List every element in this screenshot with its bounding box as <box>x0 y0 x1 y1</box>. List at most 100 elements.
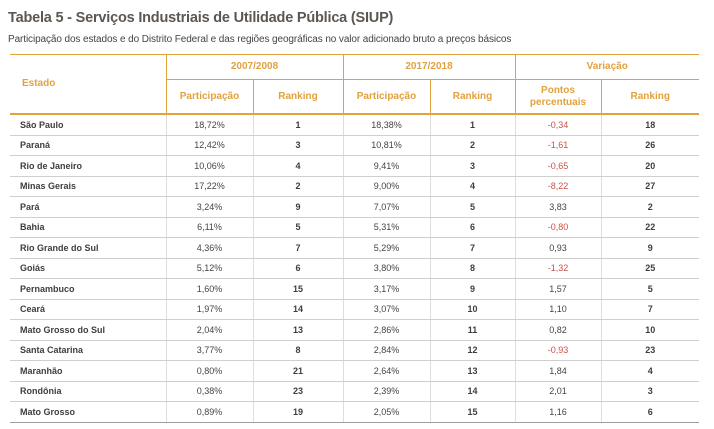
cell-estado: Rio de Janeiro <box>10 155 166 177</box>
cell-rank-2007: 7 <box>252 237 343 259</box>
cell-estado: Pará <box>10 196 166 218</box>
cell-rank-2017: 9 <box>429 278 515 300</box>
cell-part-2007: 6,11% <box>165 217 253 238</box>
column-header-ranking-2017: Ranking <box>429 79 516 115</box>
siup-table: Estado 2007/2008 2017/2018 Variação Part… <box>10 54 699 423</box>
table-row: Goiás 5,12% 6 3,80% 8 -1,32 25 <box>10 258 699 279</box>
cell-rank-2017: 1 <box>429 114 515 136</box>
cell-part-2017: 7,07% <box>342 196 430 218</box>
cell-rank-2017: 6 <box>429 217 515 238</box>
cell-rank-2017: 4 <box>429 176 515 197</box>
cell-rank-var: 9 <box>600 237 699 259</box>
cell-rank-var: 3 <box>600 381 699 402</box>
cell-rank-var: 25 <box>600 258 699 279</box>
cell-estado: Mato Grosso <box>10 401 166 423</box>
cell-rank-2017: 3 <box>429 155 515 177</box>
cell-rank-var: 4 <box>600 360 699 382</box>
table-header: Estado 2007/2008 2017/2018 Variação Part… <box>10 54 699 115</box>
cell-part-2017: 5,29% <box>342 237 430 259</box>
cell-rank-2017: 7 <box>429 237 515 259</box>
cell-rank-2007: 13 <box>252 319 343 341</box>
cell-pontos: -1,61 <box>514 135 601 156</box>
column-header-ranking-variacao: Ranking <box>600 79 699 115</box>
column-header-participacao-2007: Participação <box>165 79 254 115</box>
table-row: Pernambuco 1,60% 15 3,17% 9 1,57 5 <box>10 278 699 300</box>
table-row: Ceará 1,97% 14 3,07% 10 1,10 7 <box>10 299 699 320</box>
cell-estado: Mato Grosso do Sul <box>10 319 166 341</box>
cell-rank-2017: 11 <box>429 319 515 341</box>
cell-part-2007: 3,24% <box>165 196 253 218</box>
cell-part-2017: 10,81% <box>342 135 430 156</box>
cell-rank-2017: 2 <box>429 135 515 156</box>
column-header-estado: Estado <box>10 54 167 115</box>
cell-rank-2007: 14 <box>252 299 343 320</box>
cell-pontos: 0,82 <box>514 319 601 341</box>
cell-pontos: 1,16 <box>514 401 601 423</box>
table-row: Rondônia 0,38% 23 2,39% 14 2,01 3 <box>10 381 699 402</box>
cell-part-2007: 1,60% <box>165 278 253 300</box>
table-row: Bahia 6,11% 5 5,31% 6 -0,80 22 <box>10 217 699 238</box>
cell-part-2007: 1,97% <box>165 299 253 320</box>
cell-estado: Ceará <box>10 299 166 320</box>
cell-estado: Paraná <box>10 135 166 156</box>
cell-pontos: 1,57 <box>514 278 601 300</box>
cell-part-2007: 17,22% <box>165 176 253 197</box>
cell-part-2017: 2,84% <box>342 340 430 361</box>
cell-part-2017: 2,39% <box>342 381 430 402</box>
cell-part-2017: 2,05% <box>342 401 430 423</box>
column-group-variacao: Variação <box>514 54 699 80</box>
cell-part-2017: 3,07% <box>342 299 430 320</box>
column-header-pontos-percentuais: Pontos percentuais <box>514 79 602 115</box>
column-group-2007-2008: 2007/2008 <box>165 54 344 80</box>
cell-rank-2007: 5 <box>252 217 343 238</box>
cell-rank-2007: 19 <box>252 401 343 423</box>
cell-rank-2007: 4 <box>252 155 343 177</box>
header-sub-row: Participação Ranking Participação Rankin… <box>10 79 699 115</box>
table-row: Paraná 12,42% 3 10,81% 2 -1,61 26 <box>10 135 699 156</box>
cell-pontos: -0,34 <box>514 114 601 136</box>
cell-rank-2007: 3 <box>252 135 343 156</box>
cell-estado: Bahia <box>10 217 166 238</box>
cell-pontos: -0,80 <box>514 217 601 238</box>
cell-pontos: -8,22 <box>514 176 601 197</box>
table-title: Tabela 5 - Serviços Industriais de Utili… <box>8 10 394 26</box>
cell-rank-2007: 8 <box>252 340 343 361</box>
table-row: Rio de Janeiro 10,06% 4 9,41% 3 -0,65 20 <box>10 155 699 177</box>
cell-part-2017: 18,38% <box>342 114 430 136</box>
cell-pontos: 0,93 <box>514 237 601 259</box>
cell-part-2007: 0,80% <box>165 360 253 382</box>
cell-rank-var: 27 <box>600 176 699 197</box>
cell-rank-var: 6 <box>600 401 699 423</box>
table-body: São Paulo 18,72% 1 18,38% 1 -0,34 18 Paraná 12,4… <box>10 114 699 423</box>
cell-part-2017: 3,80% <box>342 258 430 279</box>
cell-part-2017: 2,86% <box>342 319 430 341</box>
cell-part-2007: 10,06% <box>165 155 253 177</box>
cell-part-2007: 18,72% <box>165 114 253 136</box>
cell-estado: Pernambuco <box>10 278 166 300</box>
cell-estado: Santa Catarina <box>10 340 166 361</box>
cell-pontos: -0,93 <box>514 340 601 361</box>
cell-rank-var: 23 <box>600 340 699 361</box>
cell-pontos: 3,83 <box>514 196 601 218</box>
cell-part-2017: 5,31% <box>342 217 430 238</box>
cell-pontos: -0,65 <box>514 155 601 177</box>
cell-rank-2007: 1 <box>252 114 343 136</box>
cell-part-2007: 5,12% <box>165 258 253 279</box>
cell-rank-2007: 23 <box>252 381 343 402</box>
cell-part-2017: 9,41% <box>342 155 430 177</box>
cell-rank-var: 2 <box>600 196 699 218</box>
table-row: Rio Grande do Sul 4,36% 7 5,29% 7 0,93 9 <box>10 237 699 259</box>
table-row: Santa Catarina 3,77% 8 2,84% 12 -0,93 23 <box>10 340 699 361</box>
cell-pontos: 1,84 <box>514 360 601 382</box>
cell-part-2007: 0,38% <box>165 381 253 402</box>
cell-rank-2007: 6 <box>252 258 343 279</box>
cell-part-2007: 12,42% <box>165 135 253 156</box>
cell-pontos: 1,10 <box>514 299 601 320</box>
cell-rank-2017: 14 <box>429 381 515 402</box>
table-subtitle: Participação dos estados e do Distrito F… <box>8 34 512 45</box>
table-row: Mato Grosso do Sul 2,04% 13 2,86% 11 0,82 10 <box>10 319 699 341</box>
cell-pontos: 2,01 <box>514 381 601 402</box>
column-group-2017-2018: 2017/2018 <box>342 54 516 80</box>
table-row: São Paulo 18,72% 1 18,38% 1 -0,34 18 <box>10 114 699 136</box>
